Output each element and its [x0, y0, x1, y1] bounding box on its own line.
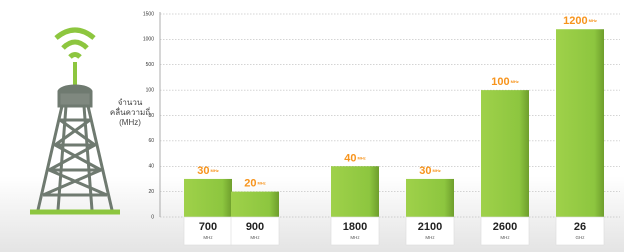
y-tick-label: 40	[148, 164, 154, 170]
bar	[406, 179, 454, 217]
x-tick-unit: MHz	[250, 235, 260, 240]
value-unit: MHz	[211, 168, 219, 173]
value-number: 100	[491, 76, 509, 88]
x-tick-unit: MHz	[425, 235, 435, 240]
y-axis-label: (MHz)	[119, 118, 141, 127]
bar	[231, 192, 279, 217]
x-tick-label: 700	[199, 221, 217, 233]
y-tick-label: 80	[148, 113, 154, 119]
y-tick-label: 1500	[143, 11, 154, 17]
y-tick-label: 500	[146, 62, 155, 68]
value-number: 30	[197, 165, 209, 177]
x-tick-label: 26	[574, 221, 586, 233]
x-tick-label: 2100	[418, 221, 442, 233]
y-tick-label: 60	[148, 138, 154, 144]
x-tick-label: 900	[246, 221, 264, 233]
y-axis-label: คลื่นความถี่	[110, 106, 150, 117]
bar	[556, 29, 604, 217]
x-tick-unit: MHz	[500, 235, 510, 240]
y-tick-label: 100	[146, 87, 155, 93]
chart: จำนวน คลื่นความถี่ (MHz) 0 20 40 60 80 100 500…	[0, 0, 624, 252]
value-number: 20	[244, 178, 256, 190]
y-tick-label: 1000	[143, 37, 154, 43]
y-tick-label: 0	[151, 214, 154, 220]
value-unit: MHz	[433, 168, 441, 173]
x-tick-unit: MHz	[350, 235, 360, 240]
y-tick-label: 20	[148, 189, 154, 195]
value-unit: MHz	[258, 181, 266, 186]
y-axis-label: จำนวน	[118, 98, 143, 107]
value-number: 40	[344, 152, 356, 164]
value-unit: MHz	[358, 155, 366, 160]
bar	[184, 179, 232, 217]
x-tick-label: 1800	[343, 221, 367, 233]
bar	[331, 166, 379, 217]
x-tick-label: 2600	[493, 221, 517, 233]
value-unit: MHz	[589, 18, 597, 23]
bar	[481, 90, 529, 217]
value-unit: MHz	[511, 79, 519, 84]
value-number: 30	[419, 165, 431, 177]
x-tick-unit: MHz	[203, 235, 213, 240]
x-tick-unit: GHz	[576, 235, 586, 240]
value-number: 1200	[563, 15, 587, 27]
